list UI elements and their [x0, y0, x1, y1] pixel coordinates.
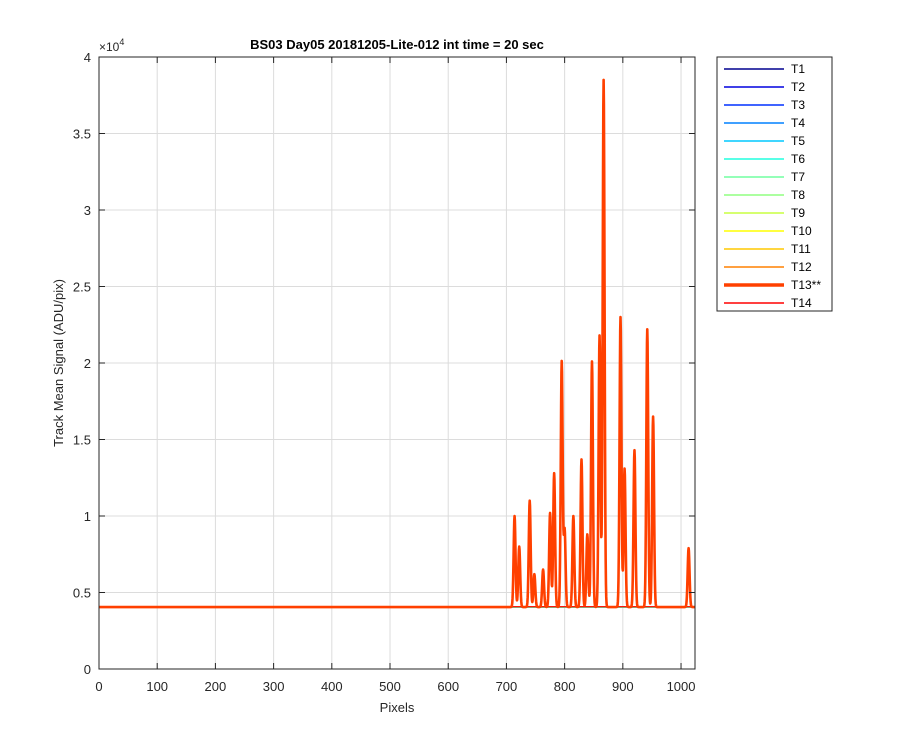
- x-tick-label: 0: [95, 679, 102, 694]
- y-axis-label: Track Mean Signal (ADU/pix): [51, 279, 66, 447]
- x-tick-label: 800: [554, 679, 576, 694]
- y-tick-label: 1: [84, 509, 91, 524]
- y-tick-label: 0.5: [73, 586, 91, 601]
- legend-label: T11: [791, 242, 811, 256]
- x-tick-label: 600: [437, 679, 459, 694]
- x-tick-label: 1000: [667, 679, 696, 694]
- legend-label: T12: [791, 260, 812, 274]
- legend-label: T10: [791, 224, 812, 238]
- x-axis-label: Pixels: [380, 700, 415, 715]
- plot-lines: [97, 78, 697, 609]
- legend-label: T8: [791, 188, 805, 202]
- y-tick-label: 3.5: [73, 127, 91, 142]
- ticks: 0 100 200 300 400 500 600 700 800 900 1000 0 0.5 1 1.5…: [73, 50, 696, 694]
- x-tick-label: 500: [379, 679, 401, 694]
- legend-label: T1: [791, 62, 805, 76]
- legend-label: T2: [791, 80, 805, 94]
- x-tick-label: 400: [321, 679, 343, 694]
- legend-label: T13**: [791, 278, 821, 292]
- legend-label: T5: [791, 134, 805, 148]
- x-tick-label: 200: [205, 679, 227, 694]
- y-tick-label: 0: [84, 662, 91, 677]
- y-tick-label: 4: [84, 50, 91, 65]
- legend-label: T9: [791, 206, 805, 220]
- legend-label: T4: [791, 116, 805, 130]
- y-tick-label: 3: [84, 203, 91, 218]
- legend-label: T3: [791, 98, 805, 112]
- y-tick-label: 2: [84, 356, 91, 371]
- legend-label: T14: [791, 296, 812, 310]
- legend-box: [716, 56, 833, 312]
- y-tick-label: 1.5: [73, 433, 91, 448]
- x-tick-label: 900: [612, 679, 634, 694]
- y-exponent-label: ×104: [99, 37, 124, 54]
- series-line-t13: [97, 78, 697, 609]
- grid: [99, 57, 695, 669]
- legend-label: T7: [791, 170, 805, 184]
- x-tick-label: 100: [146, 679, 168, 694]
- legend-label: T6: [791, 152, 805, 166]
- x-tick-label: 300: [263, 679, 285, 694]
- x-tick-label: 700: [496, 679, 518, 694]
- legend: T1 T2 T3 T4 T5 T6 T7 T8 T9 T10 T11 T12 T13** T14: [716, 56, 833, 312]
- y-tick-label: 2.5: [73, 280, 91, 295]
- chart-title: BS03 Day05 20181205-Lite-012 int time = …: [250, 37, 544, 52]
